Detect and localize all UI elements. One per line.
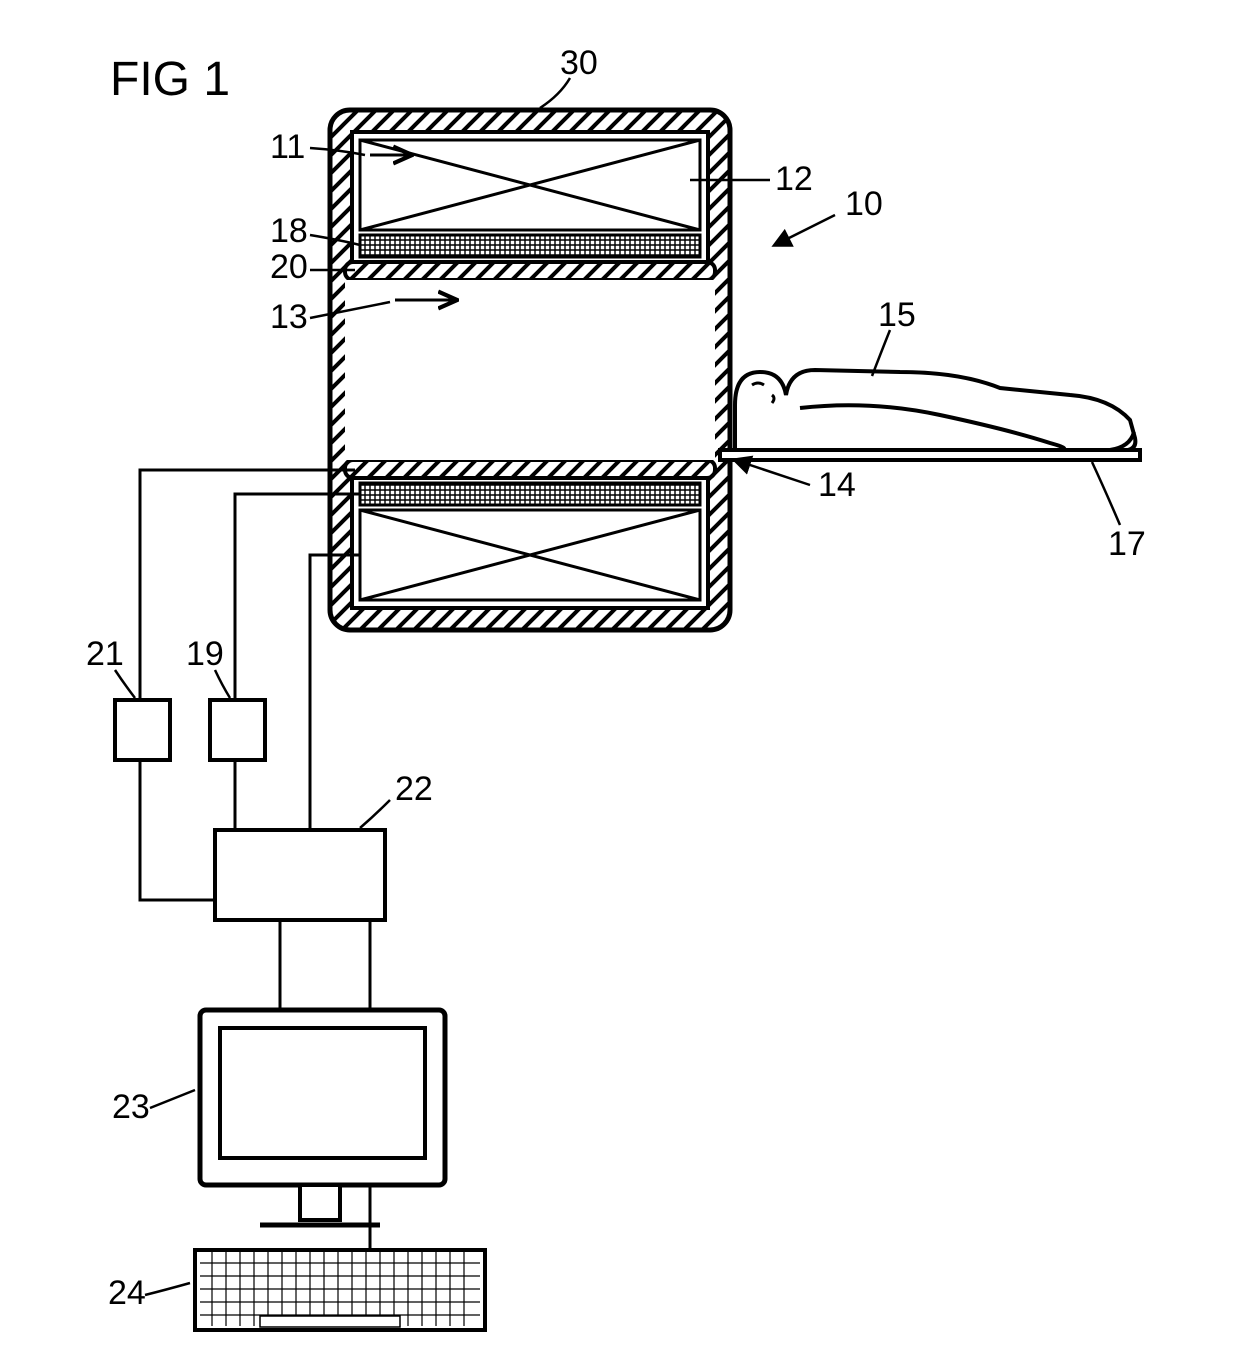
lower-gradient-coil xyxy=(360,483,700,505)
label-24: 24 xyxy=(108,1274,146,1312)
unit-19 xyxy=(210,700,265,760)
upper-rf-panel xyxy=(345,262,715,280)
patient-group xyxy=(720,370,1140,460)
scanner-assembly xyxy=(330,110,730,630)
unit-21 xyxy=(115,700,170,760)
label-17: 17 xyxy=(1108,525,1146,563)
patient-outline xyxy=(735,370,1135,450)
label-20: 20 xyxy=(270,248,308,286)
label-18: 18 xyxy=(270,212,308,250)
label-13: 13 xyxy=(270,298,308,336)
label-14: 14 xyxy=(818,466,856,504)
label-11: 11 xyxy=(270,128,305,166)
keyboard xyxy=(195,1250,485,1330)
label-19: 19 xyxy=(186,635,224,673)
label-22: 22 xyxy=(395,770,433,808)
label-23: 23 xyxy=(112,1088,150,1126)
monitor xyxy=(200,1010,445,1225)
upper-magnet xyxy=(360,140,700,230)
label-21: 21 xyxy=(86,635,124,673)
lower-rf-panel xyxy=(345,460,715,478)
lower-magnet xyxy=(360,510,700,600)
unit-22 xyxy=(215,830,385,920)
label-30: 30 xyxy=(560,44,598,82)
label-15: 15 xyxy=(878,296,916,334)
figure-title: FIG 1 xyxy=(110,53,230,106)
label-12: 12 xyxy=(775,160,813,198)
label-10: 10 xyxy=(845,185,883,223)
upper-gradient-coil xyxy=(360,235,700,257)
